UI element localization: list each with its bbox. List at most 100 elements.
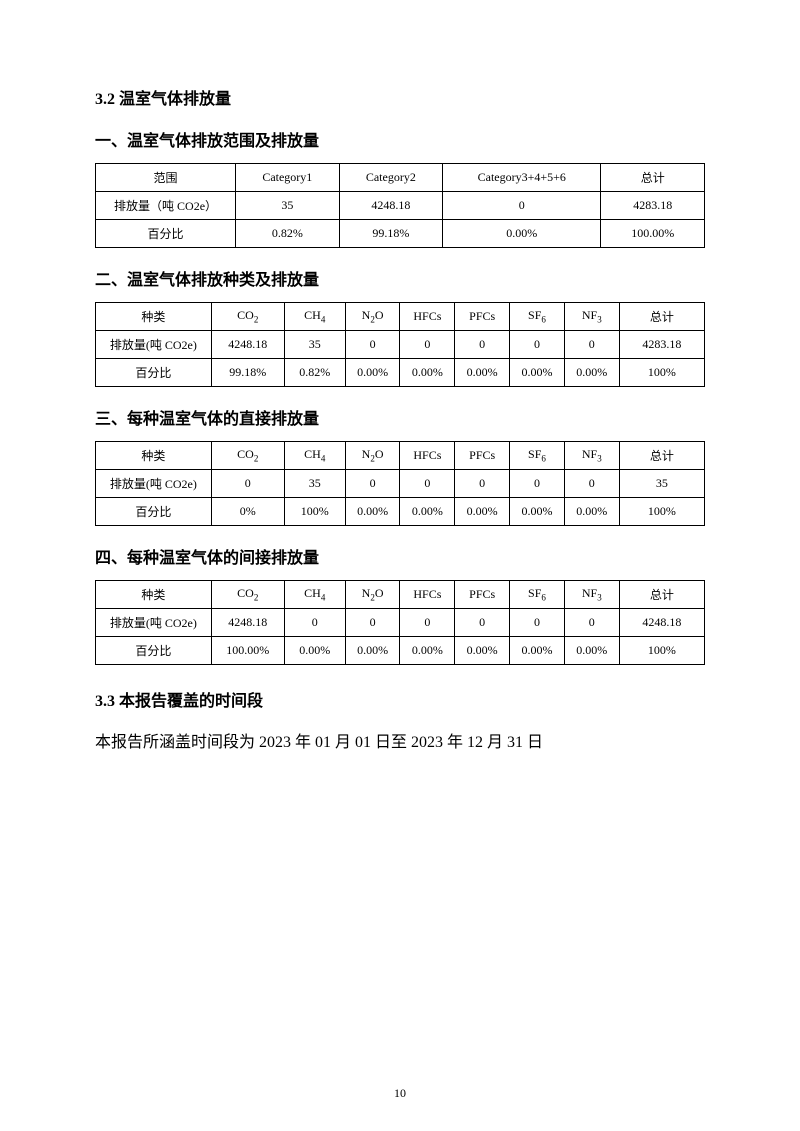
cell: 4248.18 (619, 609, 704, 637)
cell: 0.00% (345, 359, 400, 387)
cell: 100% (284, 498, 345, 526)
cell: 0.00% (455, 637, 510, 665)
table-row: 百分比 0.82% 99.18% 0.00% 100.00% (96, 220, 705, 248)
section-32-title: 3.2 温室气体排放量 (95, 85, 705, 109)
cell: 35 (284, 331, 345, 359)
cell: 总计 (619, 442, 704, 470)
cell: CO2 (211, 442, 284, 470)
table-row: 种类 CO2 CH4 N2O HFCs PFCs SF6 NF3 总计 (96, 303, 705, 331)
cell: 99.18% (211, 359, 284, 387)
cell: 总计 (601, 164, 705, 192)
cell: 0.00% (400, 498, 455, 526)
cell: SF6 (510, 581, 565, 609)
cell: 35 (284, 470, 345, 498)
cell: 35 (619, 470, 704, 498)
cell: 0 (345, 609, 400, 637)
cell: N2O (345, 581, 400, 609)
cell: 0 (400, 470, 455, 498)
cell: 种类 (96, 442, 212, 470)
section-33-title: 3.3 本报告覆盖的时间段 (95, 687, 705, 711)
table-row: 排放量(吨 CO2e) 0 35 0 0 0 0 0 35 (96, 470, 705, 498)
table-row: 排放量（吨 CO2e） 35 4248.18 0 4283.18 (96, 192, 705, 220)
table-row: 种类 CO2 CH4 N2O HFCs PFCs SF6 NF3 总计 (96, 442, 705, 470)
cell: 0.82% (284, 359, 345, 387)
cell: 0.00% (284, 637, 345, 665)
cell: 0% (211, 498, 284, 526)
section-33-body: 本报告所涵盖时间段为 2023 年 01 月 01 日至 2023 年 12 月… (95, 729, 705, 758)
cell: 0.00% (455, 498, 510, 526)
cell: 百分比 (96, 498, 212, 526)
cell: CH4 (284, 303, 345, 331)
cell: PFCs (455, 442, 510, 470)
cell: 0.00% (400, 637, 455, 665)
cell: 范围 (96, 164, 236, 192)
cell: HFCs (400, 581, 455, 609)
cell: 100.00% (601, 220, 705, 248)
cell: 4248.18 (339, 192, 443, 220)
cell: CH4 (284, 581, 345, 609)
page-number: 10 (0, 1086, 800, 1101)
cell: CO2 (211, 581, 284, 609)
table2-title: 二、温室气体排放种类及排放量 (95, 266, 705, 290)
table3: 种类 CO2 CH4 N2O HFCs PFCs SF6 NF3 总计 排放量(… (95, 441, 705, 526)
document-page: 3.2 温室气体排放量 一、温室气体排放范围及排放量 范围 Category1 … (0, 0, 800, 1131)
cell: NF3 (564, 303, 619, 331)
cell: 4248.18 (211, 331, 284, 359)
cell: PFCs (455, 303, 510, 331)
cell: CH4 (284, 442, 345, 470)
cell: 0.00% (510, 498, 565, 526)
cell: 百分比 (96, 220, 236, 248)
cell: PFCs (455, 581, 510, 609)
cell: 0.00% (510, 359, 565, 387)
cell: 0.00% (564, 359, 619, 387)
cell: 0 (211, 470, 284, 498)
table1-title: 一、温室气体排放范围及排放量 (95, 127, 705, 151)
cell: 0.00% (400, 359, 455, 387)
table2: 种类 CO2 CH4 N2O HFCs PFCs SF6 NF3 总计 排放量(… (95, 302, 705, 387)
cell: 百分比 (96, 359, 212, 387)
cell: 4283.18 (601, 192, 705, 220)
cell: 0.00% (564, 637, 619, 665)
cell: 4248.18 (211, 609, 284, 637)
cell: 0.00% (455, 359, 510, 387)
cell: 排放量(吨 CO2e) (96, 470, 212, 498)
cell: Category1 (236, 164, 340, 192)
cell: 0 (443, 192, 601, 220)
cell: 0 (345, 331, 400, 359)
cell: 0.00% (345, 498, 400, 526)
cell: 百分比 (96, 637, 212, 665)
table1: 范围 Category1 Category2 Category3+4+5+6 总… (95, 163, 705, 248)
table4: 种类 CO2 CH4 N2O HFCs PFCs SF6 NF3 总计 排放量(… (95, 580, 705, 665)
cell: 0 (455, 470, 510, 498)
cell: NF3 (564, 581, 619, 609)
cell: 种类 (96, 303, 212, 331)
cell: 35 (236, 192, 340, 220)
cell: 0.00% (510, 637, 565, 665)
cell: 4283.18 (619, 331, 704, 359)
cell: 0 (455, 331, 510, 359)
cell: 100% (619, 637, 704, 665)
cell: 0.82% (236, 220, 340, 248)
cell: 0 (510, 331, 565, 359)
cell: 0 (345, 470, 400, 498)
cell: 100.00% (211, 637, 284, 665)
cell: 0 (400, 609, 455, 637)
table-row: 范围 Category1 Category2 Category3+4+5+6 总… (96, 164, 705, 192)
cell: 排放量(吨 CO2e) (96, 609, 212, 637)
cell: 总计 (619, 303, 704, 331)
table-row: 百分比 99.18% 0.82% 0.00% 0.00% 0.00% 0.00%… (96, 359, 705, 387)
cell: N2O (345, 303, 400, 331)
cell: 排放量(吨 CO2e) (96, 331, 212, 359)
cell: Category2 (339, 164, 443, 192)
table-row: 百分比 100.00% 0.00% 0.00% 0.00% 0.00% 0.00… (96, 637, 705, 665)
table-row: 排放量(吨 CO2e) 4248.18 0 0 0 0 0 0 4248.18 (96, 609, 705, 637)
cell: 0.00% (564, 498, 619, 526)
cell: NF3 (564, 442, 619, 470)
cell: 0.00% (443, 220, 601, 248)
cell: 排放量（吨 CO2e） (96, 192, 236, 220)
cell: HFCs (400, 442, 455, 470)
cell: 0 (284, 609, 345, 637)
cell: 0 (564, 470, 619, 498)
cell: HFCs (400, 303, 455, 331)
cell: Category3+4+5+6 (443, 164, 601, 192)
